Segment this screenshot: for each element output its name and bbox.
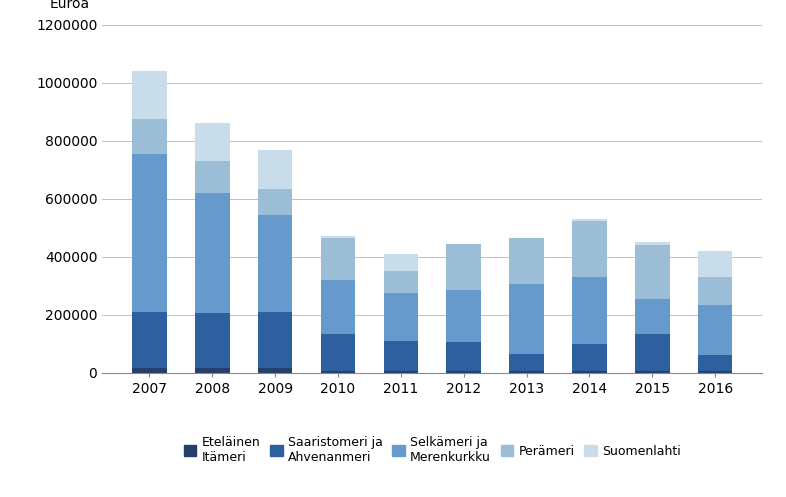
Bar [258, 368, 292, 373]
Bar [572, 277, 607, 344]
Bar [321, 280, 355, 333]
Bar [384, 271, 418, 293]
Bar [132, 312, 167, 368]
Bar [635, 245, 670, 299]
Bar [572, 344, 607, 371]
Bar [195, 313, 230, 368]
Bar [258, 189, 292, 215]
Bar [572, 371, 607, 373]
Bar [258, 150, 292, 189]
Bar [195, 123, 230, 161]
Bar [384, 341, 418, 371]
Bar [258, 215, 292, 312]
Bar [321, 238, 355, 280]
Bar [384, 371, 418, 373]
Bar [698, 371, 733, 373]
Bar [698, 355, 733, 371]
Bar [635, 299, 670, 333]
Text: Euroa: Euroa [50, 0, 90, 11]
Bar [572, 221, 607, 277]
Bar [698, 305, 733, 355]
Bar [509, 371, 544, 373]
Bar [132, 119, 167, 154]
Bar [698, 277, 733, 305]
Bar [446, 290, 481, 342]
Bar [321, 237, 355, 238]
Bar [446, 342, 481, 371]
Bar [195, 161, 230, 193]
Bar [509, 238, 544, 284]
Legend: Eteläinen
Itämeri, Saaristomeri ja
Ahvenanmeri, Selkämeri ja
Merenkurkku, Peräme: Eteläinen Itämeri, Saaristomeri ja Ahven… [179, 431, 685, 469]
Bar [384, 254, 418, 271]
Bar [384, 293, 418, 341]
Bar [635, 333, 670, 371]
Bar [635, 371, 670, 373]
Bar [509, 284, 544, 354]
Bar [446, 371, 481, 373]
Bar [321, 371, 355, 373]
Bar [635, 242, 670, 245]
Bar [258, 312, 292, 368]
Bar [132, 368, 167, 373]
Bar [195, 193, 230, 313]
Bar [698, 251, 733, 277]
Bar [446, 244, 481, 290]
Bar [509, 354, 544, 371]
Bar [132, 71, 167, 119]
Bar [195, 368, 230, 373]
Bar [321, 333, 355, 371]
Bar [132, 154, 167, 312]
Bar [572, 219, 607, 221]
